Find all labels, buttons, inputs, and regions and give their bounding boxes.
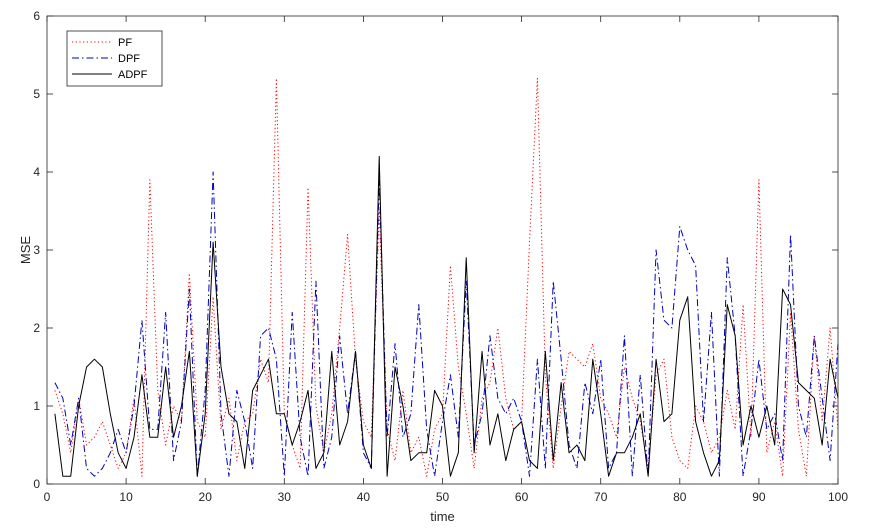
x-tick-label: 100 [828,490,848,504]
legend-label-dpf: DPF [118,53,140,65]
x-tick-label: 0 [44,490,51,504]
y-tick-label: 3 [33,243,40,257]
series-line-adpf [54,155,839,477]
x-axis-label: time [430,509,455,524]
y-tick-label: 4 [33,165,40,179]
y-axis-label: MSE [18,236,33,265]
legend-label-pf: PF [118,37,132,49]
y-tick-label: 0 [33,477,40,491]
y-tick-label: 6 [33,9,40,23]
series-line-pf [54,77,839,477]
x-tick-label: 60 [515,490,529,504]
x-tick-label: 70 [594,490,608,504]
x-tick-label: 10 [119,490,133,504]
y-tick-label: 1 [33,399,40,413]
legend-label-adpf: ADPF [118,69,148,81]
x-tick-label: 80 [673,490,687,504]
legend: PF DPF ADPF [66,30,163,87]
x-tick-label: 30 [278,490,292,504]
plot-area-border [46,15,839,485]
y-tick-label: 5 [33,87,40,101]
series-layer [54,77,839,477]
x-tick-label: 50 [436,490,450,504]
x-tick-label: 40 [357,490,371,504]
ticks-layer: 0 10 20 30 40 50 60 70 80 90 100 0 1 2 3 4 5 6 [33,9,848,504]
series-line-dpf [54,171,839,477]
x-tick-label: 20 [199,490,213,504]
y-tick-label: 2 [33,321,40,335]
x-tick-label: 90 [752,490,766,504]
legend-box [66,30,163,87]
